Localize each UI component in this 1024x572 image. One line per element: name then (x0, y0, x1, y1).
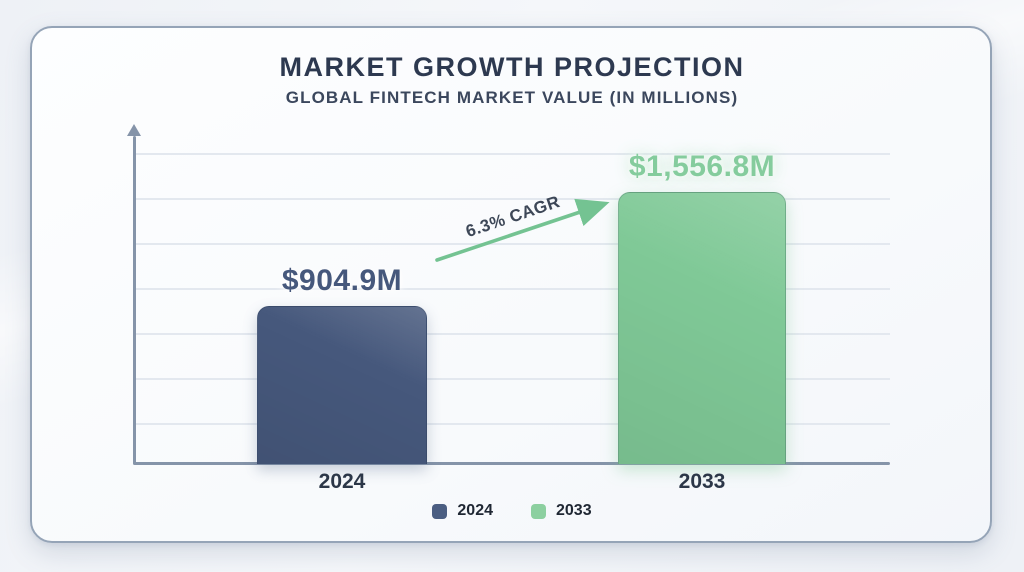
bar-group-2033: $1,556.8M (618, 150, 786, 464)
y-axis-arrowhead-icon (127, 124, 141, 136)
legend-label-2033: 2033 (556, 502, 592, 519)
legend-label-2024: 2024 (457, 502, 493, 519)
bar-value-2024: $904.9M (281, 264, 403, 297)
legend-swatch-2024 (432, 503, 448, 519)
chart-card (30, 26, 992, 543)
cagr-arrow-icon (435, 198, 610, 262)
chart-title: MARKET GROWTH PROJECTION (279, 52, 745, 82)
gridline (136, 333, 890, 335)
gridline (136, 153, 890, 155)
x-tick-label-2033: 2033 (678, 470, 726, 493)
legend-item-2024: 2024 (432, 502, 493, 520)
legend-item-2033: 2033 (531, 502, 592, 520)
gridline (136, 288, 890, 290)
x-tick-label-2024: 2024 (318, 470, 366, 493)
gridline (136, 243, 890, 245)
gridline (136, 198, 890, 200)
bar-value-2033: $1,556.8M (628, 150, 776, 183)
gridline (136, 378, 890, 380)
legend-swatch-2033 (531, 503, 546, 519)
legend: 2024 2033 (0, 502, 1024, 520)
bar-group-2024: $904.9M (257, 264, 427, 464)
bar-2024 (257, 306, 427, 464)
chart-subtitle: GLOBAL FINTECH MARKET VALUE (IN MILLIONS… (285, 88, 739, 107)
y-axis (133, 136, 136, 464)
x-axis (133, 462, 890, 465)
bar-2033 (618, 192, 786, 464)
gridline (136, 423, 890, 425)
